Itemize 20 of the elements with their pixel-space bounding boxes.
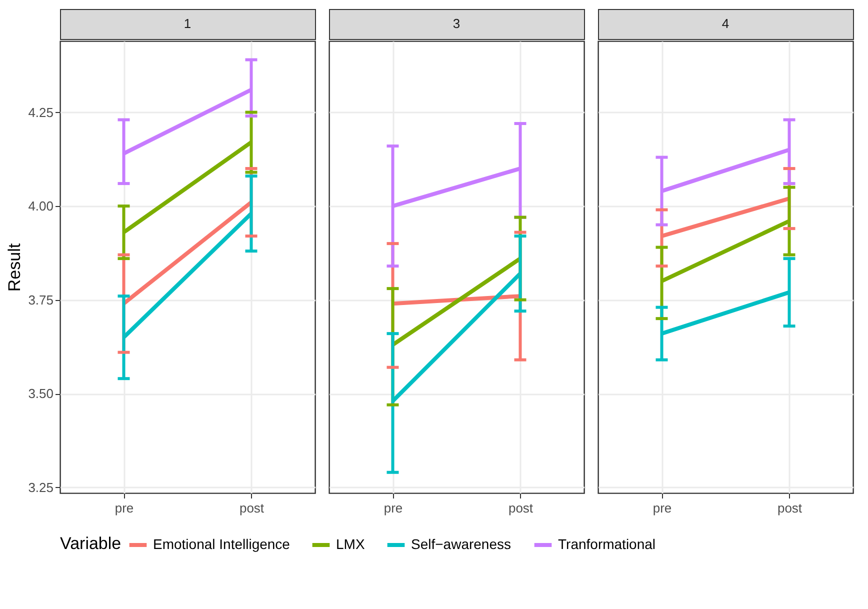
legend-title: Variable	[60, 534, 122, 553]
y-tick-label: 3.50	[28, 386, 54, 402]
legend-label: Emotional Intelligence	[153, 536, 290, 552]
x-tick-label: post	[508, 500, 534, 516]
y-tick-label: 3.75	[28, 292, 54, 308]
chart-title: 4	[722, 16, 730, 31]
legend-label: Tranformational	[558, 536, 656, 552]
x-tick-label: post	[777, 500, 802, 516]
y-tick-label: 4.00	[28, 198, 54, 214]
x-tick-label: pre	[114, 500, 134, 516]
y-axis-title: Result	[5, 243, 24, 292]
y-tick-label: 3.25	[28, 480, 54, 495]
x-tick-label: pre	[384, 500, 403, 516]
chart-title: 1	[184, 16, 192, 31]
legend-label: Self−awareness	[411, 536, 512, 552]
y-tick-label: 4.25	[28, 104, 54, 120]
chart-title: 3	[452, 16, 460, 31]
x-tick-label: post	[239, 500, 264, 516]
legend-label: LMX	[336, 536, 366, 552]
x-tick-label: pre	[652, 500, 672, 516]
